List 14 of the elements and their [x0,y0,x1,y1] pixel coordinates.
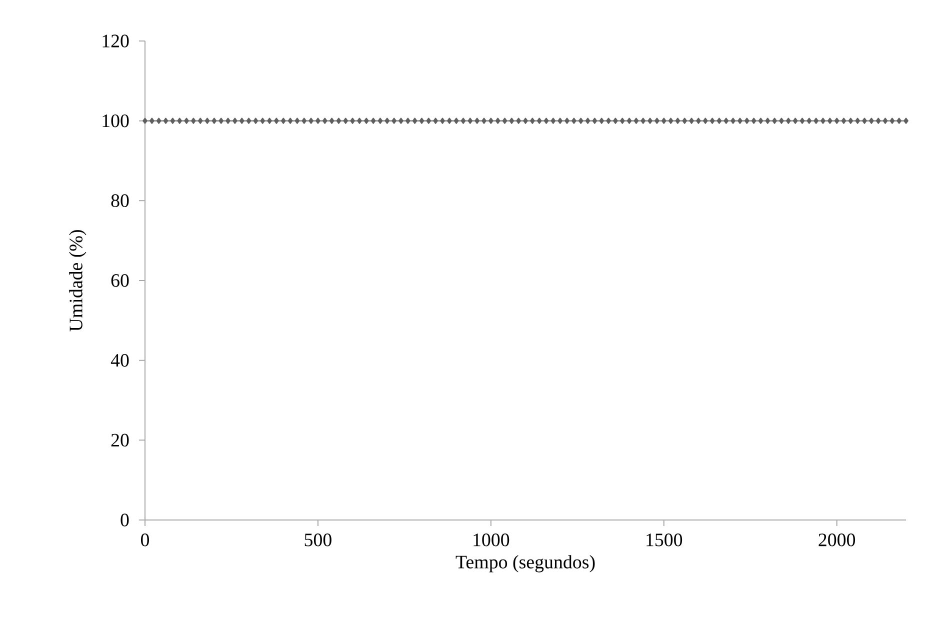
x-tick-label: 0 [140,534,150,546]
y-tick-label: 20 [111,434,129,447]
y-tick-label: 0 [120,514,129,526]
x-tick-label: 500 [304,534,332,546]
x-tick-label: 2000 [818,534,856,546]
x-tick-label: 1000 [474,534,510,546]
y-tick-label: 40 [110,354,129,367]
y-tick-label: 120 [102,34,129,48]
y-tick-label: 60 [111,274,129,287]
y-axis-title: Umidade (%) [69,230,86,332]
y-tick-label: 80 [111,194,129,208]
x-axis-title: Tempo (segundos) [456,555,595,572]
x-tick-label: 1500 [646,534,682,546]
y-tick-label: 100 [102,114,129,128]
